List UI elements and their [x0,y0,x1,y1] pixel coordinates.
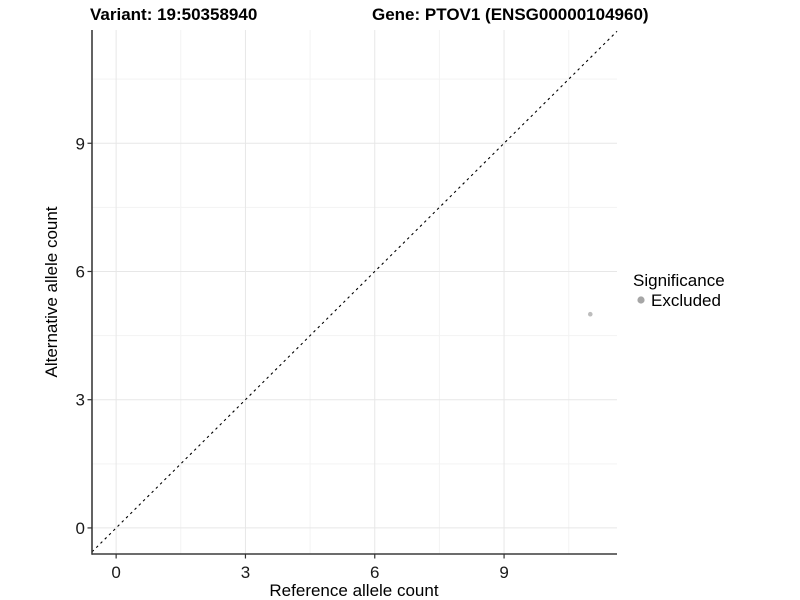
y-tick-label: 3 [76,391,85,410]
x-tick-label: 9 [499,563,508,582]
x-tick-label: 3 [241,563,250,582]
data-points [587,311,593,317]
x-axis-title: Reference allele count [269,581,438,600]
scatter-point-excluded [587,311,593,317]
major-gridlines [92,30,617,554]
x-axis-tick-labels: 0 3 6 9 [111,563,508,582]
x-tick-label: 6 [370,563,379,582]
minor-gridlines [92,30,617,554]
y-axis-title: Alternative allele count [42,206,61,377]
y-tick-label: 6 [76,262,85,281]
identity-dashed-line [91,30,618,553]
legend-title: Significance [633,271,725,290]
y-tick-label: 9 [76,134,85,153]
y-axis-tick-labels: 0 3 6 9 [76,134,85,538]
legend-point-icon [637,296,645,304]
gene-title: Gene: PTOV1 (ENSG00000104960) [372,5,649,24]
y-tick-label: 0 [76,519,85,538]
x-tick-label: 0 [111,563,120,582]
legend-item-label: Excluded [651,291,721,310]
variant-title: Variant: 19:50358940 [90,5,257,24]
y-axis-ticks [87,142,92,529]
x-axis-ticks [115,554,505,559]
legend: Significance Excluded [633,271,725,310]
